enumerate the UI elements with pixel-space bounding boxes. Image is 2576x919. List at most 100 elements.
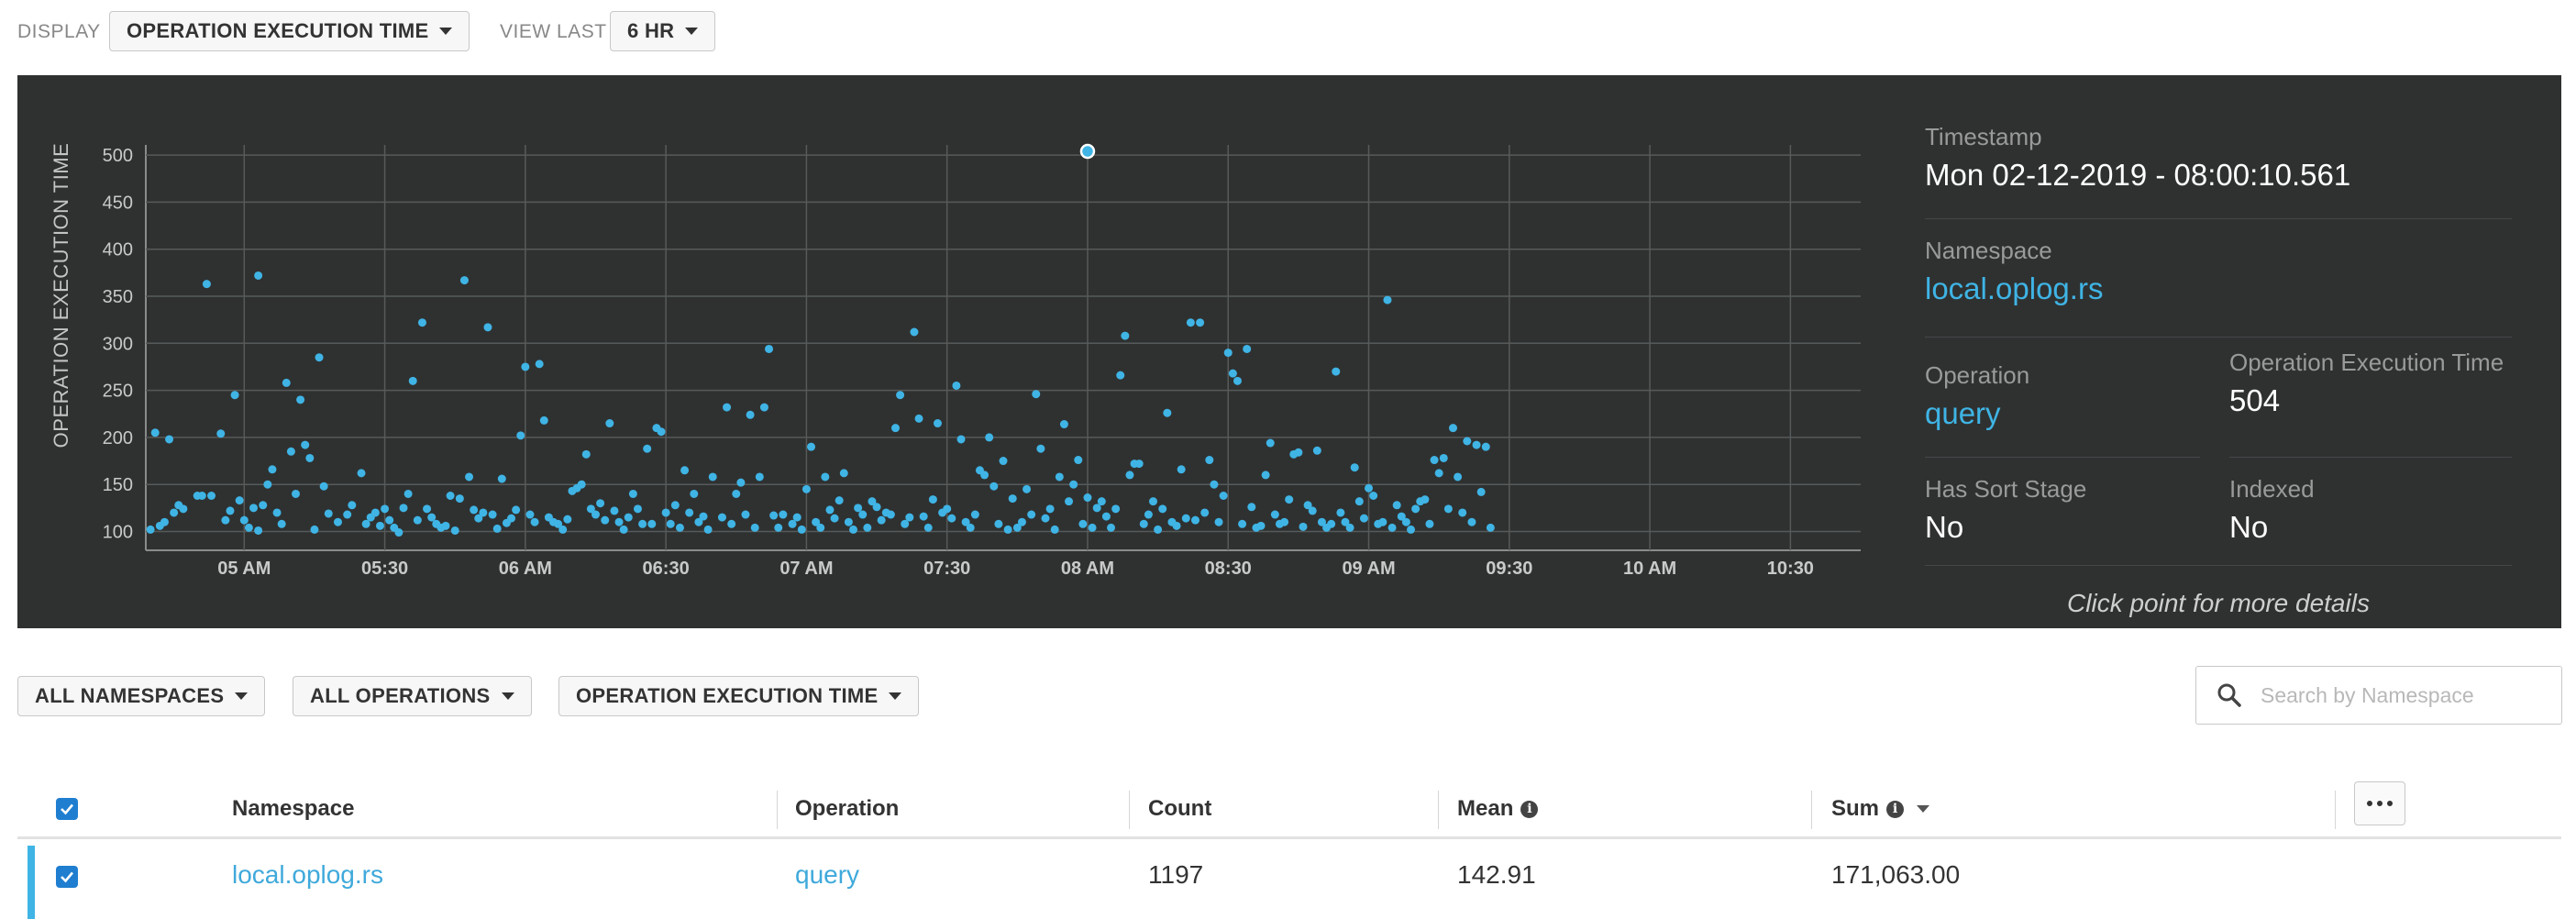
data-point[interactable] xyxy=(315,353,324,362)
data-point[interactable] xyxy=(455,494,464,504)
data-point[interactable] xyxy=(1111,504,1121,514)
data-point[interactable] xyxy=(427,513,437,522)
data-point[interactable] xyxy=(581,449,591,459)
data-point[interactable] xyxy=(919,512,928,521)
data-point[interactable] xyxy=(1407,525,1416,534)
data-point[interactable] xyxy=(254,271,263,280)
data-point[interactable] xyxy=(497,474,506,483)
sum-column-header[interactable]: Sum i xyxy=(1831,796,1930,822)
data-point[interactable] xyxy=(1369,491,1378,500)
data-point[interactable] xyxy=(244,523,253,532)
data-point[interactable] xyxy=(638,519,647,528)
info-icon[interactable]: i xyxy=(1520,800,1539,818)
data-point[interactable] xyxy=(301,440,310,449)
data-point[interactable] xyxy=(1186,318,1195,327)
data-point[interactable] xyxy=(488,510,497,519)
data-point[interactable] xyxy=(1359,514,1368,523)
data-point[interactable] xyxy=(1397,512,1406,521)
data-point[interactable] xyxy=(539,415,548,425)
scatter-chart[interactable]: 500 450 400 350 300 250 200 150 100 05 AM 05:30 06… xyxy=(17,75,1907,628)
display-dropdown[interactable]: OPERATION EXECUTION TIME xyxy=(109,11,470,51)
data-point[interactable] xyxy=(202,280,211,289)
data-point[interactable] xyxy=(1134,460,1144,469)
data-point[interactable] xyxy=(235,496,244,505)
data-point[interactable] xyxy=(732,489,741,498)
data-point[interactable] xyxy=(727,519,736,528)
data-point[interactable] xyxy=(1125,471,1134,480)
data-point[interactable] xyxy=(797,525,806,534)
data-point[interactable] xyxy=(1256,521,1266,530)
data-point[interactable] xyxy=(1219,491,1228,500)
data-point[interactable] xyxy=(1243,344,1252,353)
data-point[interactable] xyxy=(272,508,282,517)
data-point[interactable] xyxy=(1107,523,1116,532)
data-point[interactable] xyxy=(1411,504,1421,514)
data-point[interactable] xyxy=(1425,519,1434,528)
data-point[interactable] xyxy=(165,435,174,444)
data-point[interactable] xyxy=(1065,497,1074,506)
namespaces-filter[interactable]: ALL NAMESPACES xyxy=(17,676,266,716)
data-point[interactable] xyxy=(1486,523,1495,532)
data-point[interactable] xyxy=(370,508,380,517)
data-point[interactable] xyxy=(385,515,394,525)
data-point[interactable] xyxy=(999,457,1008,466)
data-point[interactable] xyxy=(614,517,624,526)
data-point[interactable] xyxy=(1003,525,1012,534)
data-point[interactable] xyxy=(750,523,759,532)
data-point[interactable] xyxy=(310,525,319,534)
data-point[interactable] xyxy=(226,506,235,515)
namespace-search[interactable] xyxy=(2195,666,2562,725)
data-point[interactable] xyxy=(230,391,239,400)
data-point[interactable] xyxy=(1463,437,1472,446)
data-point[interactable] xyxy=(1144,510,1153,519)
data-point[interactable] xyxy=(1285,495,1294,504)
metric-filter[interactable]: OPERATION EXECUTION TIME xyxy=(558,676,920,716)
data-point[interactable] xyxy=(516,431,525,440)
data-point[interactable] xyxy=(670,501,680,510)
data-point[interactable] xyxy=(1472,440,1481,449)
data-point[interactable] xyxy=(792,513,802,522)
data-point[interactable] xyxy=(361,519,370,528)
data-point[interactable] xyxy=(525,510,535,519)
data-point[interactable] xyxy=(624,513,633,522)
data-point[interactable] xyxy=(956,435,966,444)
data-point[interactable] xyxy=(1261,471,1270,480)
data-point[interactable] xyxy=(928,495,937,504)
data-point[interactable] xyxy=(207,491,216,500)
data-point[interactable] xyxy=(694,517,703,526)
data-point[interactable] xyxy=(216,429,226,438)
data-point[interactable] xyxy=(1059,420,1068,429)
data-point[interactable] xyxy=(1139,519,1148,528)
data-point[interactable] xyxy=(470,505,479,515)
data-point[interactable] xyxy=(1299,522,1308,531)
data-point[interactable] xyxy=(535,360,544,369)
data-point[interactable] xyxy=(1078,519,1088,528)
data-point[interactable] xyxy=(717,513,726,522)
data-point[interactable] xyxy=(1163,408,1172,417)
data-point[interactable] xyxy=(1341,517,1350,526)
data-point[interactable] xyxy=(1350,463,1359,472)
data-point[interactable] xyxy=(1238,519,1247,528)
data-point[interactable] xyxy=(1312,446,1321,455)
data-point[interactable] xyxy=(512,505,521,515)
data-point[interactable] xyxy=(586,504,595,514)
data-point[interactable] xyxy=(703,525,713,534)
data-point[interactable] xyxy=(413,515,422,525)
data-point[interactable] xyxy=(666,519,675,528)
data-point[interactable] xyxy=(961,517,970,526)
data-point[interactable] xyxy=(239,515,249,525)
data-point[interactable] xyxy=(1378,517,1388,526)
data-point[interactable] xyxy=(1023,484,1032,493)
data-point[interactable] xyxy=(296,395,305,404)
data-point[interactable] xyxy=(1294,448,1303,457)
data-point[interactable] xyxy=(554,519,563,528)
data-point[interactable] xyxy=(591,510,600,519)
data-point[interactable] xyxy=(723,403,732,412)
data-point[interactable] xyxy=(558,525,568,534)
data-point[interactable] xyxy=(286,447,295,456)
data-point[interactable] xyxy=(483,323,492,332)
data-point[interactable] xyxy=(923,523,933,532)
data-point[interactable] xyxy=(661,508,670,517)
data-point[interactable] xyxy=(1247,503,1256,512)
data-point[interactable] xyxy=(1055,472,1064,482)
